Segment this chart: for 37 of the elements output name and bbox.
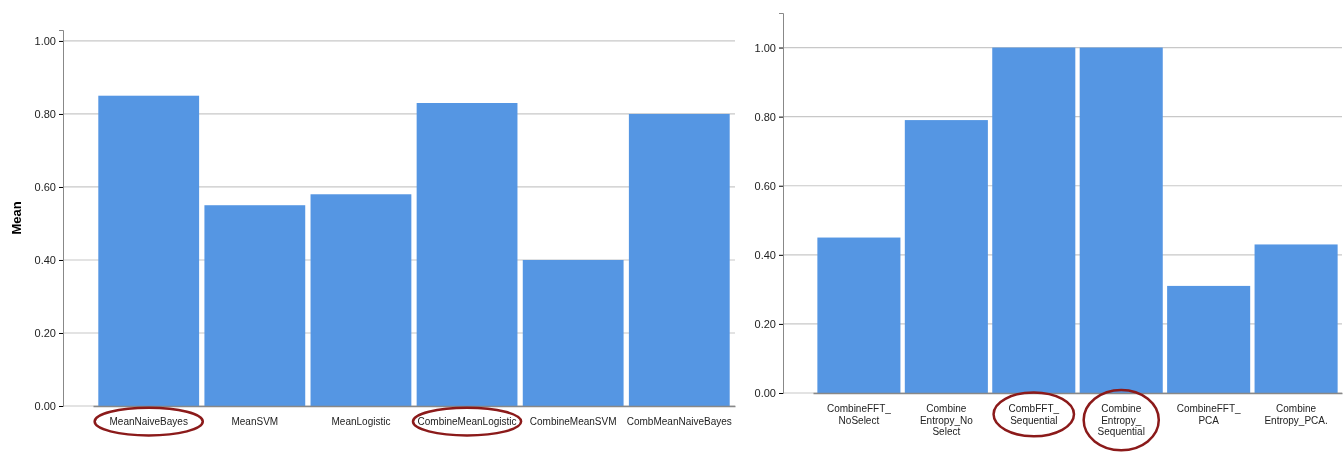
x-tick-label: Combine Entropy_ Sequential — [1097, 403, 1145, 438]
y-tick-label: 0.40 — [754, 248, 776, 261]
bar — [904, 120, 988, 393]
y-tick-label: 0.80 — [754, 110, 776, 123]
y-tick-label: 0.20 — [754, 317, 776, 330]
x-tick-label: CombineFFT_ NoSelect — [826, 403, 892, 426]
x-tick-label: CombMeanNaiveBayes — [626, 416, 732, 428]
bar — [1167, 285, 1251, 393]
x-tick-label: CombFFT_ Sequential — [1008, 403, 1060, 426]
y-tick-label: 1.00 — [754, 41, 776, 54]
x-tick-label: CombineFFT_ PCA — [1176, 403, 1242, 426]
y-tick-label: 0.40 — [34, 254, 56, 266]
bar — [310, 194, 412, 406]
y-tick-label: 0.00 — [754, 387, 776, 400]
y-tick-label: 0.20 — [34, 327, 56, 340]
x-tick-label: CombineMeanLogistic — [417, 416, 517, 428]
y-tick-label: 1.00 — [34, 34, 56, 47]
x-tick-label: MeanSVM — [231, 416, 279, 428]
x-tick-label: CombineMeanSVM — [529, 416, 617, 428]
bar — [817, 237, 901, 393]
y-axis-title: Mean — [9, 201, 24, 235]
x-tick-label: Combine Entropy_PCA. — [1264, 403, 1328, 426]
x-tick-label: Combine Entropy_No Select — [919, 403, 974, 438]
bar — [628, 113, 730, 406]
bar — [416, 103, 518, 406]
x-tick-label: MeanLogistic — [331, 416, 391, 428]
bar — [1079, 47, 1163, 393]
bar — [1254, 244, 1338, 393]
y-tick-label: 0.60 — [34, 180, 56, 193]
y-tick-label: 0.00 — [34, 400, 56, 413]
bar — [992, 47, 1076, 393]
bar — [204, 205, 306, 406]
x-tick-label: MeanNaiveBayes — [109, 416, 188, 428]
y-tick-label: 0.60 — [754, 179, 776, 192]
bar — [98, 95, 200, 406]
bar — [522, 259, 624, 406]
y-tick-label: 0.80 — [34, 107, 56, 120]
